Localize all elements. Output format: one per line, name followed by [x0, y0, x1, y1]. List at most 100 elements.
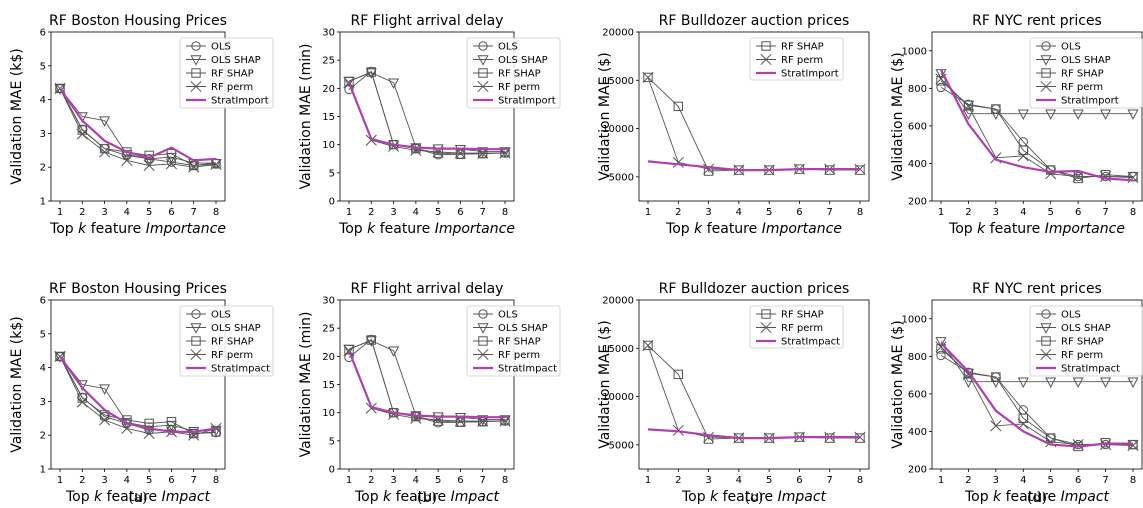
x-tick-label: 8: [502, 207, 508, 218]
x-tick-label: 6: [168, 207, 174, 218]
y-tick-label: 20000: [602, 296, 634, 307]
series-rf-shap: [643, 72, 865, 176]
x-axis-label: Top k feature Importance: [665, 221, 842, 237]
legend-marker: [1041, 336, 1051, 346]
x-tick-label: 8: [502, 475, 508, 486]
plot-frame: [638, 31, 870, 202]
series-line: [647, 428, 860, 440]
x-tick-label: 4: [413, 207, 419, 218]
series-stratimport: [59, 87, 217, 162]
y-tick-label: 3: [40, 129, 46, 140]
x-axis-label-part: feature: [985, 221, 1044, 237]
data-point: [344, 344, 354, 355]
data-point: [962, 100, 974, 112]
legend: OLS OLS SHAP RF SHAP RF perm StratImpact: [1029, 305, 1143, 377]
x-tick-label: 8: [1130, 207, 1136, 218]
x-tick-label: 3: [705, 475, 711, 486]
legend-label: StratImport: [781, 69, 839, 80]
data-point: [121, 154, 133, 166]
legend-label: OLS SHAP: [498, 55, 548, 66]
y-tick-label: 20: [322, 84, 335, 95]
data-point: [1017, 418, 1029, 430]
y-tick-label: 200: [908, 465, 927, 476]
data-point: [166, 416, 177, 427]
series-ols-shap: [935, 337, 1139, 388]
data-point: [936, 82, 946, 93]
data-point: [76, 396, 88, 408]
x-axis-label-part: Importance: [435, 221, 515, 237]
chart-panel-4: RF NYC rent prices 200 400 600 800 1000 1 2 3 4 5 6…: [890, 13, 1143, 237]
legend-frame: [466, 37, 561, 109]
data-point: [1017, 150, 1029, 162]
x-axis-label-part: k: [710, 489, 719, 505]
legend-label: StratImport: [1061, 96, 1119, 107]
series-line: [647, 345, 860, 439]
series-stratimpact: [647, 428, 860, 440]
legend-label: RF SHAP: [1061, 69, 1104, 80]
x-axis-label-part: k: [977, 221, 986, 237]
data-point: [673, 369, 683, 380]
data-point: [1072, 171, 1084, 183]
x-tick-label: 5: [146, 475, 152, 486]
legend-frame: [466, 305, 561, 377]
x-tick-label: 3: [993, 207, 999, 218]
series-line: [59, 356, 217, 436]
x-axis-label-part: feature: [102, 489, 161, 505]
legend-marker: [761, 41, 771, 51]
x-axis-label: Top k feature Impact: [354, 489, 500, 505]
y-axis-label: Validation MAE (min): [298, 312, 314, 458]
y-tick-label: 20000: [602, 28, 634, 39]
legend-marker: [191, 336, 201, 346]
y-tick-label: 25: [322, 324, 335, 335]
x-tick-label: 7: [1102, 475, 1108, 486]
data-point: [1127, 439, 1139, 452]
series-stratimpact: [59, 355, 217, 433]
legend-label: RF perm: [211, 82, 253, 93]
legend-label: RF SHAP: [781, 310, 824, 321]
x-tick-label: 2: [368, 207, 374, 218]
x-axis-label-part: feature: [391, 489, 450, 505]
legend-label: StratImpact: [1061, 364, 1120, 375]
legend-label: OLS: [498, 42, 518, 53]
x-axis-label-part: k: [383, 489, 392, 505]
x-tick-label: 7: [480, 475, 486, 486]
y-axis-label: Validation MAE ($): [597, 320, 613, 448]
data-point: [963, 368, 974, 378]
legend-label: RF SHAP: [498, 69, 541, 80]
x-axis-label-part: feature: [702, 221, 761, 237]
x-axis-label-part: Impact: [778, 489, 827, 505]
legend-label: RF SHAP: [781, 42, 824, 53]
x-tick-label: 4: [124, 475, 130, 486]
data-point: [1073, 173, 1083, 184]
legend-label: StratImpact: [211, 364, 270, 375]
x-tick-label: 7: [191, 475, 197, 486]
data-point: [210, 158, 222, 171]
series-line: [647, 77, 860, 171]
legend-marker: [191, 68, 201, 78]
legend: OLS OLS SHAP RF SHAP RF perm StratImport: [1029, 37, 1143, 109]
chart-title: RF Boston Housing Prices: [49, 281, 227, 297]
x-tick-label: 4: [1020, 475, 1026, 486]
x-axis-label-part: feature: [718, 489, 777, 505]
x-tick-label: 8: [857, 207, 863, 218]
legend-marker: [478, 41, 488, 51]
legend-frame: [1029, 305, 1143, 377]
x-axis-label-part: k: [367, 221, 376, 237]
data-point: [1128, 171, 1138, 182]
series-line: [59, 87, 217, 162]
legend-marker: [477, 80, 489, 93]
x-tick-label: 6: [796, 207, 802, 218]
chart-title: RF Boston Housing Prices: [49, 13, 227, 29]
series-line: [940, 69, 1134, 182]
series-stratimpact: [940, 342, 1133, 448]
subfigure-label: (c): [745, 490, 764, 506]
x-axis-label-part: Top: [338, 221, 367, 237]
x-tick-label: 1: [645, 207, 651, 218]
data-point: [165, 158, 177, 170]
legend-marker: [477, 55, 489, 66]
y-tick-label: 5: [40, 329, 46, 340]
x-tick-label: 4: [736, 207, 742, 218]
data-point: [499, 147, 511, 158]
data-point: [1127, 377, 1139, 388]
